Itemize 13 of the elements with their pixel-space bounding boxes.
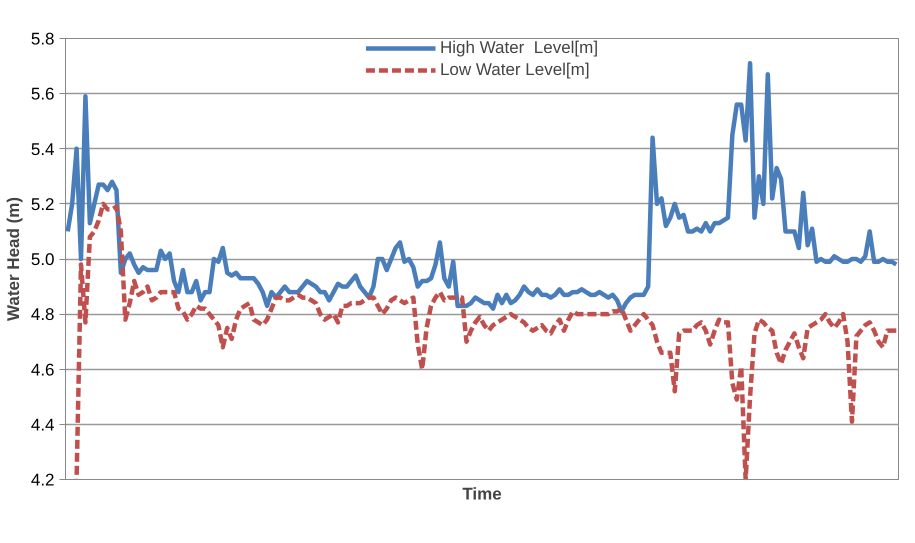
- y-axis-title: Water Head (m): [4, 196, 23, 322]
- y-tick-label: 5.6: [30, 84, 55, 104]
- y-tick-label: 5.0: [30, 250, 55, 269]
- y-tick-label: 4.8: [30, 305, 55, 324]
- legend-label: High Water Level[m]: [440, 38, 598, 58]
- y-tick-label: 4.2: [30, 470, 55, 490]
- y-tick-label: 4.6: [30, 360, 55, 380]
- y-tick-label: 5.2: [30, 194, 55, 214]
- x-axis-title: Time: [462, 484, 502, 504]
- legend-label: Low Water Level[m]: [440, 60, 590, 80]
- y-tick-label: 4.4: [30, 415, 55, 434]
- y-tick-label: 5.4: [30, 140, 55, 159]
- y-tick-label: 5.8: [30, 30, 55, 48]
